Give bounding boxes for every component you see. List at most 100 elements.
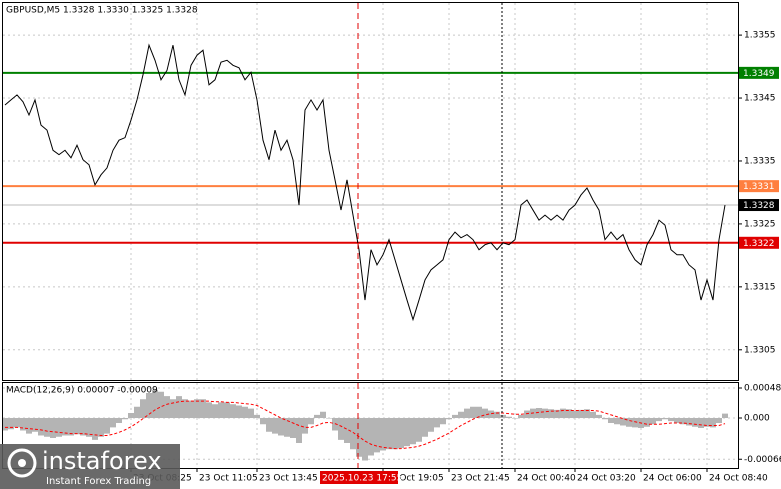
x-tick-label: 24 Oct 03:20 xyxy=(577,474,636,484)
macd-bar xyxy=(434,418,440,428)
macd-bar xyxy=(380,418,386,451)
macd-bar xyxy=(572,410,578,418)
macd-bar xyxy=(92,418,98,440)
level-label: 1.3349 xyxy=(743,69,775,79)
macd-bar xyxy=(698,418,704,428)
y-tick-label: 1.3335 xyxy=(744,156,776,166)
macd-bar xyxy=(494,411,500,418)
macd-bar xyxy=(590,411,596,418)
macd-bar xyxy=(248,408,254,418)
macd-bar xyxy=(194,399,200,418)
macd-bar xyxy=(416,418,422,442)
macd-bar xyxy=(242,406,248,418)
macd-bar xyxy=(8,418,14,430)
macd-bar xyxy=(176,396,182,418)
macd-bar xyxy=(554,409,560,418)
plot-layers xyxy=(2,3,738,468)
level-label-box xyxy=(739,236,779,249)
macd-bar xyxy=(74,418,80,435)
cursor-label: 2025.10.23 17:55 xyxy=(322,474,402,484)
macd-bar xyxy=(146,393,152,418)
y-tick-label: -0.00066 xyxy=(744,455,781,465)
macd-bar xyxy=(32,418,38,432)
y-tick-label: 1.3325 xyxy=(744,219,776,229)
macd-bar xyxy=(254,414,260,418)
macd-bar xyxy=(674,418,680,423)
x-tick-label: 23 Oct 13:45 xyxy=(259,474,318,484)
macd-bar xyxy=(218,402,224,418)
macd-bar xyxy=(134,406,140,418)
macd-bar xyxy=(272,418,278,434)
macd-bar xyxy=(230,404,236,418)
macd-bar xyxy=(518,414,524,418)
macd-bar xyxy=(410,418,416,445)
macd-panel-frame xyxy=(2,382,739,469)
macd-bar xyxy=(20,418,26,431)
macd-bar xyxy=(140,399,146,418)
macd-bar xyxy=(308,418,314,425)
macd-bar xyxy=(722,413,728,418)
macd-bar xyxy=(548,409,554,418)
macd-bar xyxy=(212,404,218,418)
macd-bar xyxy=(200,399,206,418)
macd-bar xyxy=(680,418,686,425)
macd-bar xyxy=(284,418,290,437)
y-tick-label: 0.000 xyxy=(744,414,770,424)
macd-bar xyxy=(578,409,584,418)
macd-bar xyxy=(326,418,332,419)
macd-bar xyxy=(182,399,188,418)
macd-bar xyxy=(584,409,590,418)
macd-bar xyxy=(716,418,722,423)
macd-bar xyxy=(482,408,488,418)
macd-bar xyxy=(188,400,194,418)
macd-bar xyxy=(476,406,482,418)
macd-bar xyxy=(608,418,614,423)
macd-bar xyxy=(290,418,296,438)
macd-bar xyxy=(314,414,320,418)
macd-bar xyxy=(62,418,68,436)
macd-bar xyxy=(116,418,122,423)
macd-bar xyxy=(236,405,242,418)
macd-bar xyxy=(98,418,104,437)
macd-bar xyxy=(458,411,464,418)
level-label: 1.3322 xyxy=(743,239,775,249)
macd-bar xyxy=(512,418,518,419)
macd-bar xyxy=(500,414,506,418)
macd-bar xyxy=(224,402,230,418)
macd-bar xyxy=(374,418,380,453)
logo-tagline: Instant Forex Trading xyxy=(46,476,151,487)
macd-bar xyxy=(440,418,446,425)
macd-bar xyxy=(506,416,512,418)
chart-title: GBPUSD,M5 1.3328 1.3330 1.3325 1.3328 xyxy=(6,6,198,16)
macd-bar xyxy=(704,418,710,427)
level-label-box xyxy=(739,199,779,212)
macd-bar xyxy=(296,418,302,443)
macd-bar xyxy=(632,418,638,428)
x-tick-label: 23 Oct 11:05 xyxy=(199,474,258,484)
macd-bar xyxy=(536,408,542,418)
level-label: 1.3331 xyxy=(743,182,775,192)
macd-bar xyxy=(566,409,572,418)
macd-bar xyxy=(446,418,452,420)
macd-bar xyxy=(392,418,398,450)
macd-bar xyxy=(602,418,608,420)
x-tick-label: 23 Oct 19:05 xyxy=(385,474,444,484)
macd-bar xyxy=(26,418,32,434)
price-line xyxy=(4,43,726,322)
macd-bar xyxy=(86,418,92,437)
macd-bar xyxy=(620,418,626,426)
macd-bar xyxy=(260,418,266,425)
macd-bar xyxy=(626,418,632,427)
y-tick-label: 0.00048 xyxy=(744,384,781,394)
macd-bar xyxy=(338,418,344,440)
macd-bar xyxy=(122,418,128,420)
macd-bar xyxy=(68,418,74,436)
macd-bar xyxy=(206,402,212,418)
macd-bar xyxy=(596,414,602,418)
macd-bar xyxy=(668,418,674,422)
macd-bar xyxy=(368,418,374,456)
macd-bar xyxy=(80,418,86,436)
y-tick-label: 1.3305 xyxy=(744,345,776,355)
macd-bar xyxy=(104,418,110,434)
